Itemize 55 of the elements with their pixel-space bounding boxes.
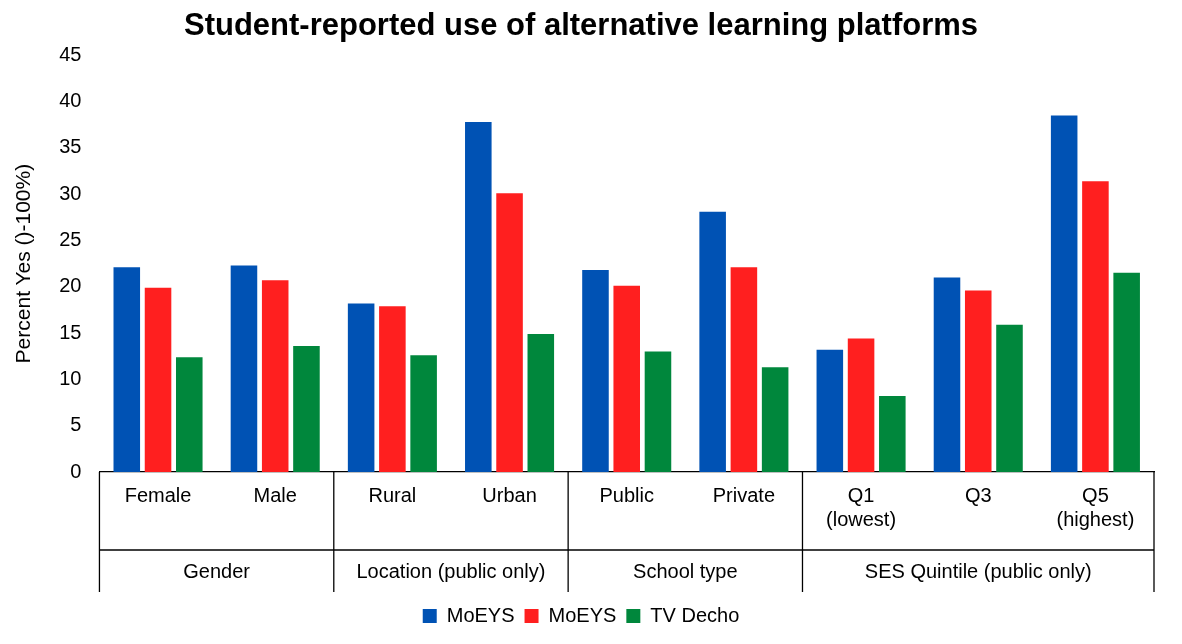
- legend-label: MoEYS: [446, 603, 515, 626]
- y-tick-label: 40: [59, 89, 82, 112]
- bar: [1082, 181, 1109, 472]
- x-tick-label: Male: [253, 483, 297, 506]
- bar: [347, 303, 375, 472]
- text: School type: [633, 559, 738, 582]
- bar: [1113, 272, 1140, 472]
- bar: [465, 121, 492, 472]
- x-tick-label: Q1 (lowest): [826, 483, 897, 530]
- bar: [761, 367, 789, 472]
- bar: [527, 333, 555, 472]
- x-tick-label: Female: [124, 483, 192, 506]
- bar: [230, 265, 258, 472]
- text: Location (public only): [356, 559, 546, 582]
- y-tick-label: 5: [70, 413, 82, 436]
- y-tick-label: 0: [70, 459, 82, 482]
- bar: [582, 270, 609, 472]
- chart-title: Student-reported use of alternative learning platforms: [183, 7, 979, 43]
- x-tick-label: Q5 (highest): [1056, 483, 1135, 530]
- bar: [261, 280, 289, 472]
- y-axis-title: Percent Yes ()-100%): [11, 163, 35, 364]
- bar: [644, 351, 672, 472]
- bar: [933, 277, 961, 472]
- y-tick-label: 25: [59, 227, 82, 250]
- legend-label: MoEYS: [548, 603, 617, 626]
- text: Gender: [183, 559, 251, 582]
- y-tick-label: 10: [59, 366, 82, 389]
- bar: [847, 338, 875, 472]
- bar: [176, 357, 203, 472]
- y-tick-label: 20: [59, 274, 82, 297]
- text: SES Quintile (public only): [864, 559, 1092, 582]
- bar: [613, 285, 640, 472]
- legend-label: TV Decho: [650, 603, 740, 626]
- x-tick-label: Urban: [482, 483, 537, 506]
- bar: [816, 349, 844, 472]
- x-tick-label: Rural: [368, 483, 417, 506]
- bar: [1050, 115, 1078, 472]
- x-tick-label: Public: [599, 483, 654, 506]
- bar: [496, 193, 523, 472]
- bar: [293, 346, 320, 472]
- bar: [879, 396, 906, 472]
- y-tick-label: 45: [59, 42, 82, 65]
- y-tick-label: 30: [59, 181, 82, 204]
- bar: [113, 267, 141, 472]
- bar: [379, 306, 406, 472]
- bar: [964, 290, 992, 472]
- bar: [996, 324, 1023, 472]
- bar: [699, 211, 726, 472]
- y-tick-label: 35: [59, 135, 82, 158]
- bar: [730, 267, 758, 472]
- x-tick-label: Private: [712, 483, 776, 506]
- bar: [410, 355, 437, 472]
- x-tick-label: Q3: [964, 483, 992, 506]
- y-tick-label: 15: [59, 320, 82, 343]
- bar: [144, 287, 172, 472]
